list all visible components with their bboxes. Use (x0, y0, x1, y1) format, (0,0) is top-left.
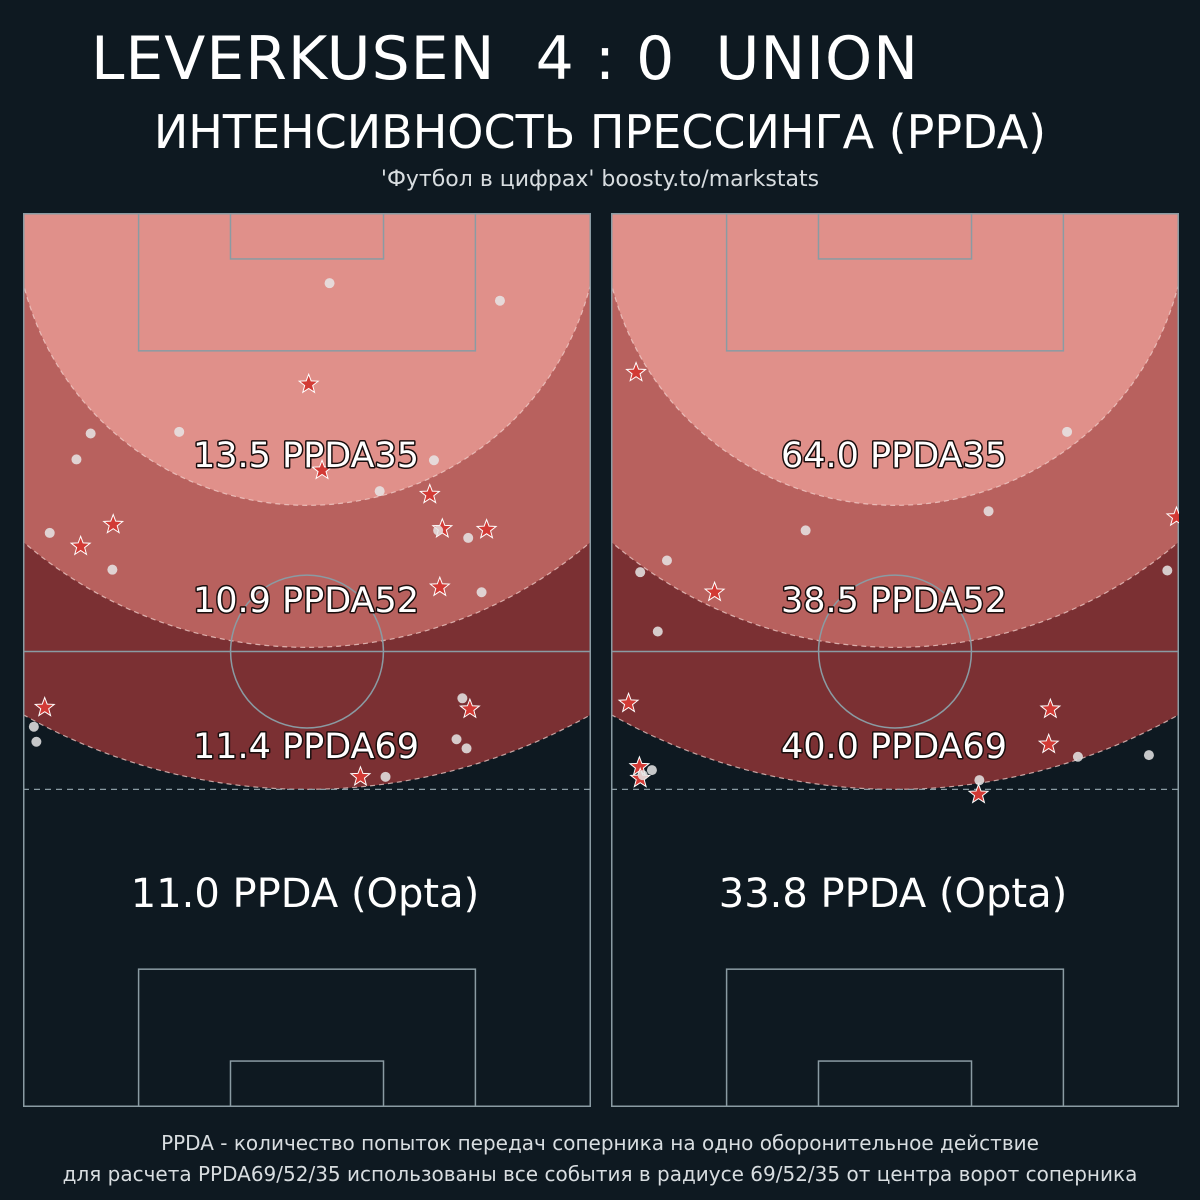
defensive-action-star (311, 458, 333, 480)
centre-circle (817, 574, 973, 729)
defensive-action-star (1037, 732, 1060, 754)
defensive-action-star (703, 580, 726, 602)
source-credit: 'Футбол в цифрах' boosty.to/markstats (380, 167, 820, 192)
defensive-action-star (1039, 697, 1062, 719)
defensive-action-star (69, 534, 92, 556)
goal-box-top (229, 213, 385, 260)
event-dot (380, 771, 391, 782)
event-dot (44, 527, 55, 538)
event-dot (1162, 565, 1173, 576)
goal-box-bottom (229, 1060, 385, 1107)
event-dot (800, 525, 811, 536)
event-dot (652, 626, 663, 637)
defensive-action-star (33, 696, 56, 717)
event-dot (428, 455, 439, 466)
match-title: LEVERKUSEN 4 : 0 UNION (90, 24, 920, 94)
footer-line-1: PPDA - количество попыток передач соперн… (161, 1131, 1039, 1155)
opta-ppda-label: 11.0 PPDA (Opta) (131, 871, 479, 917)
event-dot (646, 765, 657, 776)
centre-circle (229, 574, 385, 729)
zone-label-ppda69: 11.4 PPDA69 (193, 727, 419, 767)
penalty-box-top (725, 213, 1065, 352)
event-dot (174, 426, 185, 437)
defensive-action-star (625, 361, 647, 382)
defensive-action-star (967, 782, 990, 804)
event-dot (1143, 750, 1154, 761)
event-dot (107, 564, 118, 575)
event-dot (71, 454, 82, 465)
opta-ppda-label: 33.8 PPDA (Opta) (719, 871, 1067, 917)
defensive-action-star (459, 697, 481, 719)
event-dot (31, 736, 42, 747)
event-dot (85, 428, 96, 439)
event-dot (1062, 426, 1073, 437)
zone-label-ppda69: 40.0 PPDA69 (781, 727, 1007, 767)
event-dot (637, 770, 648, 781)
defensive-action-star (475, 518, 498, 539)
event-dot (461, 743, 472, 754)
event-dot (28, 721, 39, 732)
zone-label-ppda35: 64.0 PPDA35 (781, 436, 1007, 476)
event-dot (476, 587, 487, 598)
defensive-action-star (428, 575, 451, 597)
event-dot (451, 734, 462, 745)
event-dot (661, 555, 672, 566)
event-dot (983, 506, 994, 517)
penalty-box-top (137, 213, 477, 352)
chart-subtitle: ИНТЕНСИВНОСТЬ ПРЕССИНГА (PPDA) (153, 105, 1047, 159)
defensive-action-star (617, 691, 640, 713)
defensive-action-star (297, 372, 320, 394)
zone-label-ppda52: 38.5 PPDA52 (781, 581, 1007, 621)
event-dot (494, 295, 505, 306)
zone-label-ppda52: 10.9 PPDA52 (193, 581, 419, 621)
pitch-leverkusen: 13.5 PPDA35 10.9 PPDA52 11.4 PPDA69 11.0 PP… (23, 213, 591, 1107)
defensive-action-star (418, 483, 441, 504)
zone-ppda35 (611, 213, 1179, 506)
event-dot (374, 486, 385, 497)
event-dot (974, 775, 985, 786)
zone-label-ppda35: 13.5 PPDA35 (193, 436, 419, 476)
goal-box-bottom (817, 1060, 973, 1107)
event-dot (635, 567, 646, 578)
defensive-action-star (102, 513, 125, 534)
defensive-action-star (349, 765, 372, 787)
event-dot (463, 532, 474, 543)
event-dot (457, 693, 468, 704)
zone-ppda35 (23, 213, 591, 506)
footer-line-2: для расчета PPDA69/52/35 использованы вс… (62, 1162, 1138, 1186)
event-dot (1072, 751, 1083, 762)
goal-box-top (817, 213, 973, 260)
event-dot (433, 525, 444, 536)
defensive-action-star (1165, 505, 1179, 527)
pitch-union: 64.0 PPDA35 38.5 PPDA52 40.0 PPDA69 33.8 PP… (611, 213, 1179, 1107)
event-dot (324, 278, 335, 289)
